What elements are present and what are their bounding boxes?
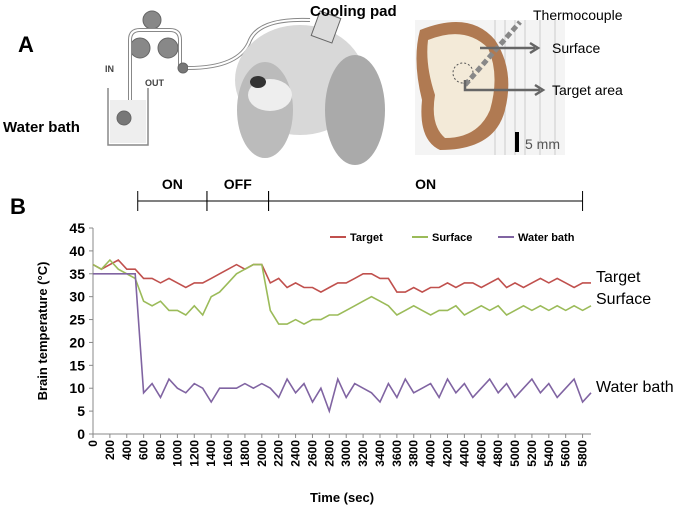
target-area-label: Target area xyxy=(552,82,623,98)
x-tick-label: 5200 xyxy=(525,440,539,467)
y-tick-label: 20 xyxy=(69,334,85,350)
legend-label: Water bath xyxy=(518,232,575,244)
y-tick-label: 0 xyxy=(77,426,85,442)
x-tick-label: 3600 xyxy=(390,440,404,467)
out-label: OUT xyxy=(145,78,165,88)
y-tick-label: 40 xyxy=(69,243,85,259)
x-tick-label: 1400 xyxy=(204,440,218,467)
in-label: IN xyxy=(105,64,114,74)
series-line xyxy=(92,258,592,326)
x-tick-label: 4600 xyxy=(474,440,488,467)
dog-head xyxy=(235,10,385,165)
x-tick-label: 200 xyxy=(103,440,117,460)
x-tick-label: 4200 xyxy=(441,440,455,467)
pump-diagram xyxy=(107,10,311,146)
x-tick-label: 1600 xyxy=(221,440,235,467)
scale-label: 5 mm xyxy=(525,136,560,152)
y-tick-label: 30 xyxy=(69,289,85,305)
x-tick-label: 4400 xyxy=(457,440,471,467)
phase-label: ON xyxy=(415,176,436,192)
y-tick-label: 25 xyxy=(69,312,85,328)
phase-label: ON xyxy=(162,176,183,192)
y-tick-label: 15 xyxy=(69,357,85,373)
x-tick-label: 2800 xyxy=(322,440,336,467)
series-line xyxy=(93,272,592,414)
x-tick-label: 3000 xyxy=(339,440,353,467)
x-tick-label: 1800 xyxy=(238,440,252,467)
x-tick-label: 5400 xyxy=(542,440,556,467)
legend-label: Target xyxy=(350,232,383,244)
panel-label: B xyxy=(10,194,26,219)
surface-label: Surface xyxy=(552,40,600,56)
x-tick-label: 5800 xyxy=(576,440,590,467)
x-tick-label: 3200 xyxy=(356,440,370,467)
water-bath-label: Water bath xyxy=(3,119,80,136)
series-line xyxy=(92,258,591,294)
x-tick-label: 3400 xyxy=(373,440,387,467)
y-tick-label: 35 xyxy=(69,266,85,282)
y-axis-title: Brain temperature (°C) xyxy=(35,262,50,401)
x-tick-label: 800 xyxy=(154,440,168,460)
y-tick-label: 10 xyxy=(69,380,85,396)
y-tick-label: 45 xyxy=(69,220,85,236)
x-tick-label: 1000 xyxy=(170,440,184,467)
x-tick-label: 0 xyxy=(86,440,100,447)
x-tick-label: 600 xyxy=(137,440,151,460)
series-end-label: Water bath xyxy=(596,379,674,396)
phase-label: OFF xyxy=(224,176,252,192)
cooling-pad-label: Cooling pad xyxy=(310,3,397,20)
x-tick-label: 1200 xyxy=(187,440,201,467)
x-tick-label: 4800 xyxy=(491,440,505,467)
brain-photo xyxy=(415,20,565,155)
y-tick-label: 5 xyxy=(77,403,85,419)
x-tick-label: 3800 xyxy=(407,440,421,467)
panel-label: A xyxy=(18,32,34,57)
legend-label: Surface xyxy=(432,232,472,244)
thermocouple-label: Thermocouple xyxy=(533,7,623,23)
x-tick-label: 2400 xyxy=(289,440,303,467)
x-tick-label: 5600 xyxy=(559,440,573,467)
x-tick-label: 2000 xyxy=(255,440,269,467)
x-tick-label: 400 xyxy=(120,440,134,460)
x-tick-label: 5000 xyxy=(508,440,522,467)
x-tick-label: 4000 xyxy=(424,440,438,467)
series-end-label: Surface xyxy=(596,291,651,308)
x-tick-label: 2600 xyxy=(305,440,319,467)
x-tick-label: 2200 xyxy=(272,440,286,467)
series-end-label: Target xyxy=(596,269,641,286)
x-axis-title: Time (sec) xyxy=(310,490,374,505)
